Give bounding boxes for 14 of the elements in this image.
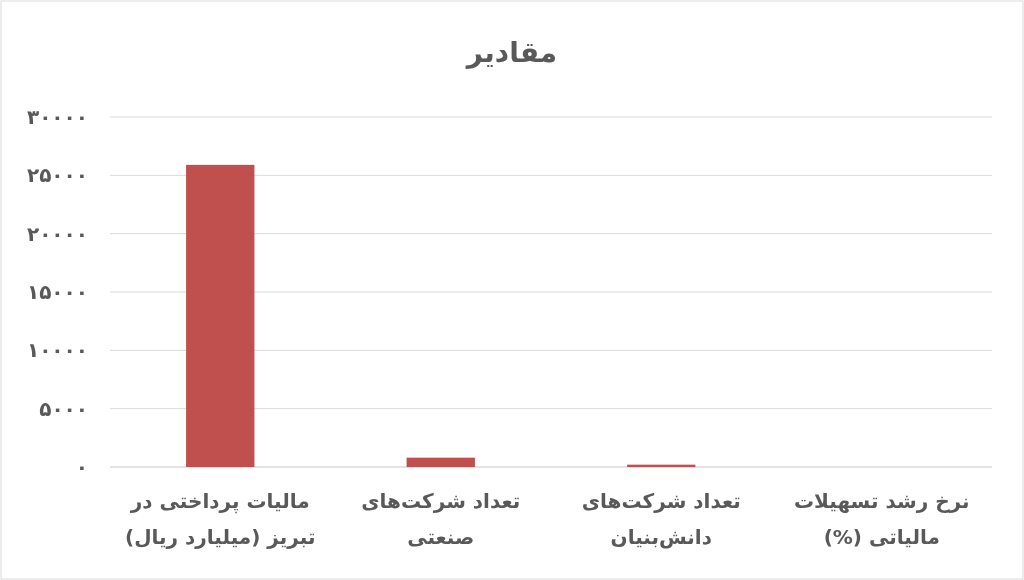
y-tick-label: ۵۰۰۰	[39, 396, 88, 421]
y-tick-label: ۰	[75, 455, 88, 479]
y-tick-label: ۲۰۰۰۰	[26, 221, 88, 246]
y-tick-label: ۱۵۰۰۰	[26, 280, 88, 304]
x-tick-label: مالیات پرداختی در تبریز (میلیارد ریال)	[125, 489, 316, 549]
x-tick-label: تعداد شرکت‌های صنعتی	[361, 489, 521, 549]
chart-title: مقادیر	[464, 36, 558, 69]
bar	[186, 164, 255, 467]
y-tick-label: ۳۰۰۰۰	[26, 105, 88, 129]
bar	[406, 457, 475, 467]
x-tick-label: نرخ رشد تسهیلات مالیاتی (%)	[793, 489, 970, 549]
y-tick-label: ۲۵۰۰۰	[26, 163, 88, 188]
x-tick-label: تعداد شرکت‌های دانش‌بنیان	[581, 489, 741, 549]
y-tick-label: ۱۰۰۰۰	[26, 338, 88, 363]
